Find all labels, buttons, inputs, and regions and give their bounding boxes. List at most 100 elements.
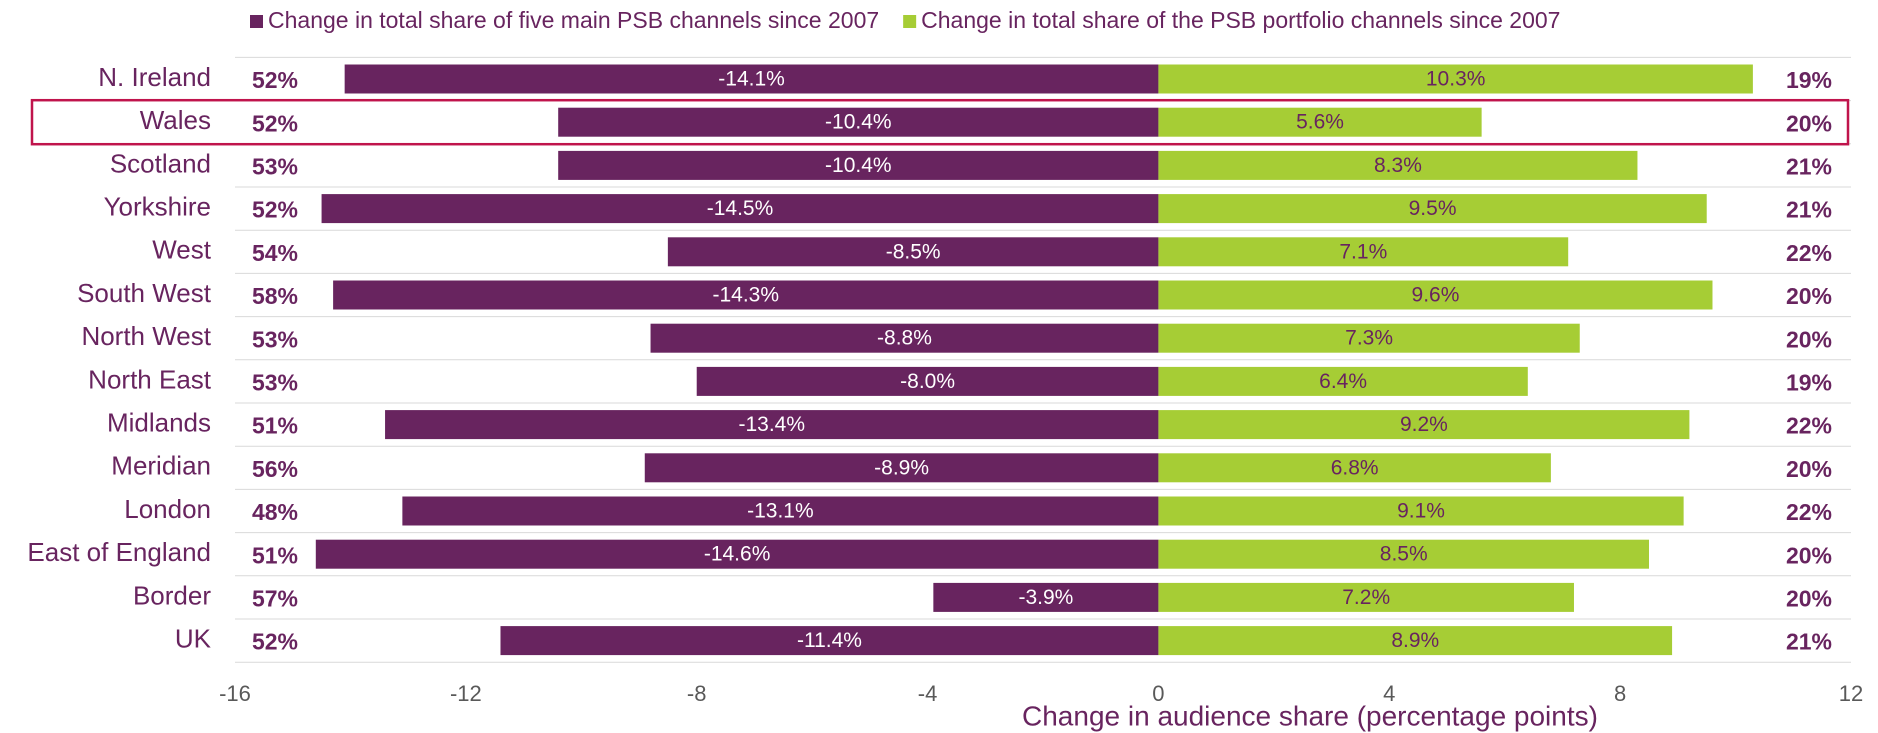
bar xyxy=(1158,410,1690,440)
category-label: West xyxy=(152,235,212,265)
bar xyxy=(558,107,1159,137)
bar-value-label: 6.4% xyxy=(1319,370,1367,393)
bar xyxy=(1158,194,1707,224)
left-share-label: 52% xyxy=(252,110,298,136)
bar-value-label: 10.3% xyxy=(1426,68,1486,91)
right-share-label: 20% xyxy=(1786,110,1832,136)
bar-value-label: -10.4% xyxy=(825,111,892,134)
bar-value-label: 7.1% xyxy=(1339,240,1387,263)
bar-value-label: 5.6% xyxy=(1296,111,1344,134)
bar-value-label: -10.4% xyxy=(825,154,892,177)
bar-value-label: -8.9% xyxy=(874,456,929,479)
bar xyxy=(500,626,1159,656)
x-tick-label: 4 xyxy=(1383,681,1395,706)
x-tick-label: 12 xyxy=(1839,681,1863,706)
bar-value-label: 7.3% xyxy=(1345,327,1393,350)
right-share-label: 20% xyxy=(1786,326,1832,352)
legend-swatch xyxy=(250,15,263,28)
bar-value-label: -14.3% xyxy=(712,284,779,307)
category-label: London xyxy=(124,494,211,524)
bar xyxy=(558,150,1159,180)
bar xyxy=(1158,539,1649,569)
bar-value-label: 8.3% xyxy=(1374,154,1422,177)
bar xyxy=(333,280,1159,310)
category-label: North West xyxy=(81,321,211,351)
right-share-label: 22% xyxy=(1786,499,1832,525)
bar-value-label: -13.1% xyxy=(747,500,814,523)
bar-value-label: -14.1% xyxy=(718,68,785,91)
bar-value-label: -14.6% xyxy=(704,543,771,566)
right-share-label: 21% xyxy=(1786,629,1832,655)
bar xyxy=(696,366,1159,396)
x-axis-label: Change in audience share (percentage poi… xyxy=(1022,700,1598,731)
bar xyxy=(385,410,1159,440)
right-share-label: 21% xyxy=(1786,197,1832,223)
left-share-label: 52% xyxy=(252,67,298,93)
left-share-label: 48% xyxy=(252,499,298,525)
right-share-label: 20% xyxy=(1786,456,1832,482)
bar xyxy=(402,496,1159,526)
bar-value-label: 8.9% xyxy=(1391,629,1439,652)
left-share-label: 53% xyxy=(252,369,298,395)
left-share-label: 52% xyxy=(252,629,298,655)
bar xyxy=(1158,323,1580,353)
legend-label: Change in total share of the PSB portfol… xyxy=(921,7,1560,33)
bar xyxy=(1158,107,1482,137)
right-share-label: 20% xyxy=(1786,283,1832,309)
bar-value-label: 9.2% xyxy=(1400,413,1448,436)
bar-value-label: -3.9% xyxy=(1018,586,1073,609)
bar-value-label: 8.5% xyxy=(1380,543,1428,566)
left-share-label: 53% xyxy=(252,326,298,352)
x-tick-label: 0 xyxy=(1152,681,1164,706)
left-share-label: 52% xyxy=(252,197,298,223)
left-share-label: 57% xyxy=(252,585,298,611)
category-label: Midlands xyxy=(107,407,211,437)
bar xyxy=(667,237,1159,267)
bar xyxy=(315,539,1159,569)
bar xyxy=(933,582,1159,612)
x-tick-label: -4 xyxy=(918,681,938,706)
bar xyxy=(1158,280,1713,310)
bar-value-label: 7.2% xyxy=(1342,586,1390,609)
bar xyxy=(344,64,1159,94)
legend-swatch xyxy=(903,15,917,28)
category-label: Meridian xyxy=(111,451,211,481)
right-share-label: 19% xyxy=(1786,369,1832,395)
bar xyxy=(1158,626,1673,656)
right-share-label: 22% xyxy=(1786,413,1832,439)
bar xyxy=(644,453,1159,483)
bar-value-label: 9.1% xyxy=(1397,500,1445,523)
bar xyxy=(1158,582,1574,612)
bar xyxy=(1158,366,1528,396)
bar-value-label: 9.6% xyxy=(1412,284,1460,307)
left-share-label: 54% xyxy=(252,240,298,266)
bar-value-label: -11.4% xyxy=(797,629,862,652)
bar xyxy=(321,194,1159,224)
right-share-label: 22% xyxy=(1786,240,1832,266)
category-label: Wales xyxy=(140,105,211,135)
right-share-label: 20% xyxy=(1786,542,1832,568)
bar xyxy=(1158,150,1638,180)
x-tick-label: -8 xyxy=(687,681,707,706)
category-label: N. Ireland xyxy=(98,62,211,92)
bar xyxy=(1158,453,1551,483)
category-label: Border xyxy=(133,580,211,610)
category-label: Yorkshire xyxy=(104,191,211,221)
bar-value-label: 6.8% xyxy=(1331,456,1379,479)
left-share-label: 56% xyxy=(252,456,298,482)
right-share-label: 19% xyxy=(1786,67,1832,93)
bar xyxy=(1158,64,1753,94)
left-share-label: 58% xyxy=(252,283,298,309)
category-label: North East xyxy=(88,364,212,394)
x-tick-label: -16 xyxy=(219,681,251,706)
left-share-label: 51% xyxy=(252,542,298,568)
left-share-label: 51% xyxy=(252,413,298,439)
x-tick-label: -12 xyxy=(450,681,482,706)
bar xyxy=(1158,496,1684,526)
category-label: South West xyxy=(77,278,212,308)
left-share-label: 53% xyxy=(252,153,298,179)
legend-label: Change in total share of five main PSB c… xyxy=(268,7,879,33)
category-label: Scotland xyxy=(110,148,211,178)
right-share-label: 20% xyxy=(1786,585,1832,611)
